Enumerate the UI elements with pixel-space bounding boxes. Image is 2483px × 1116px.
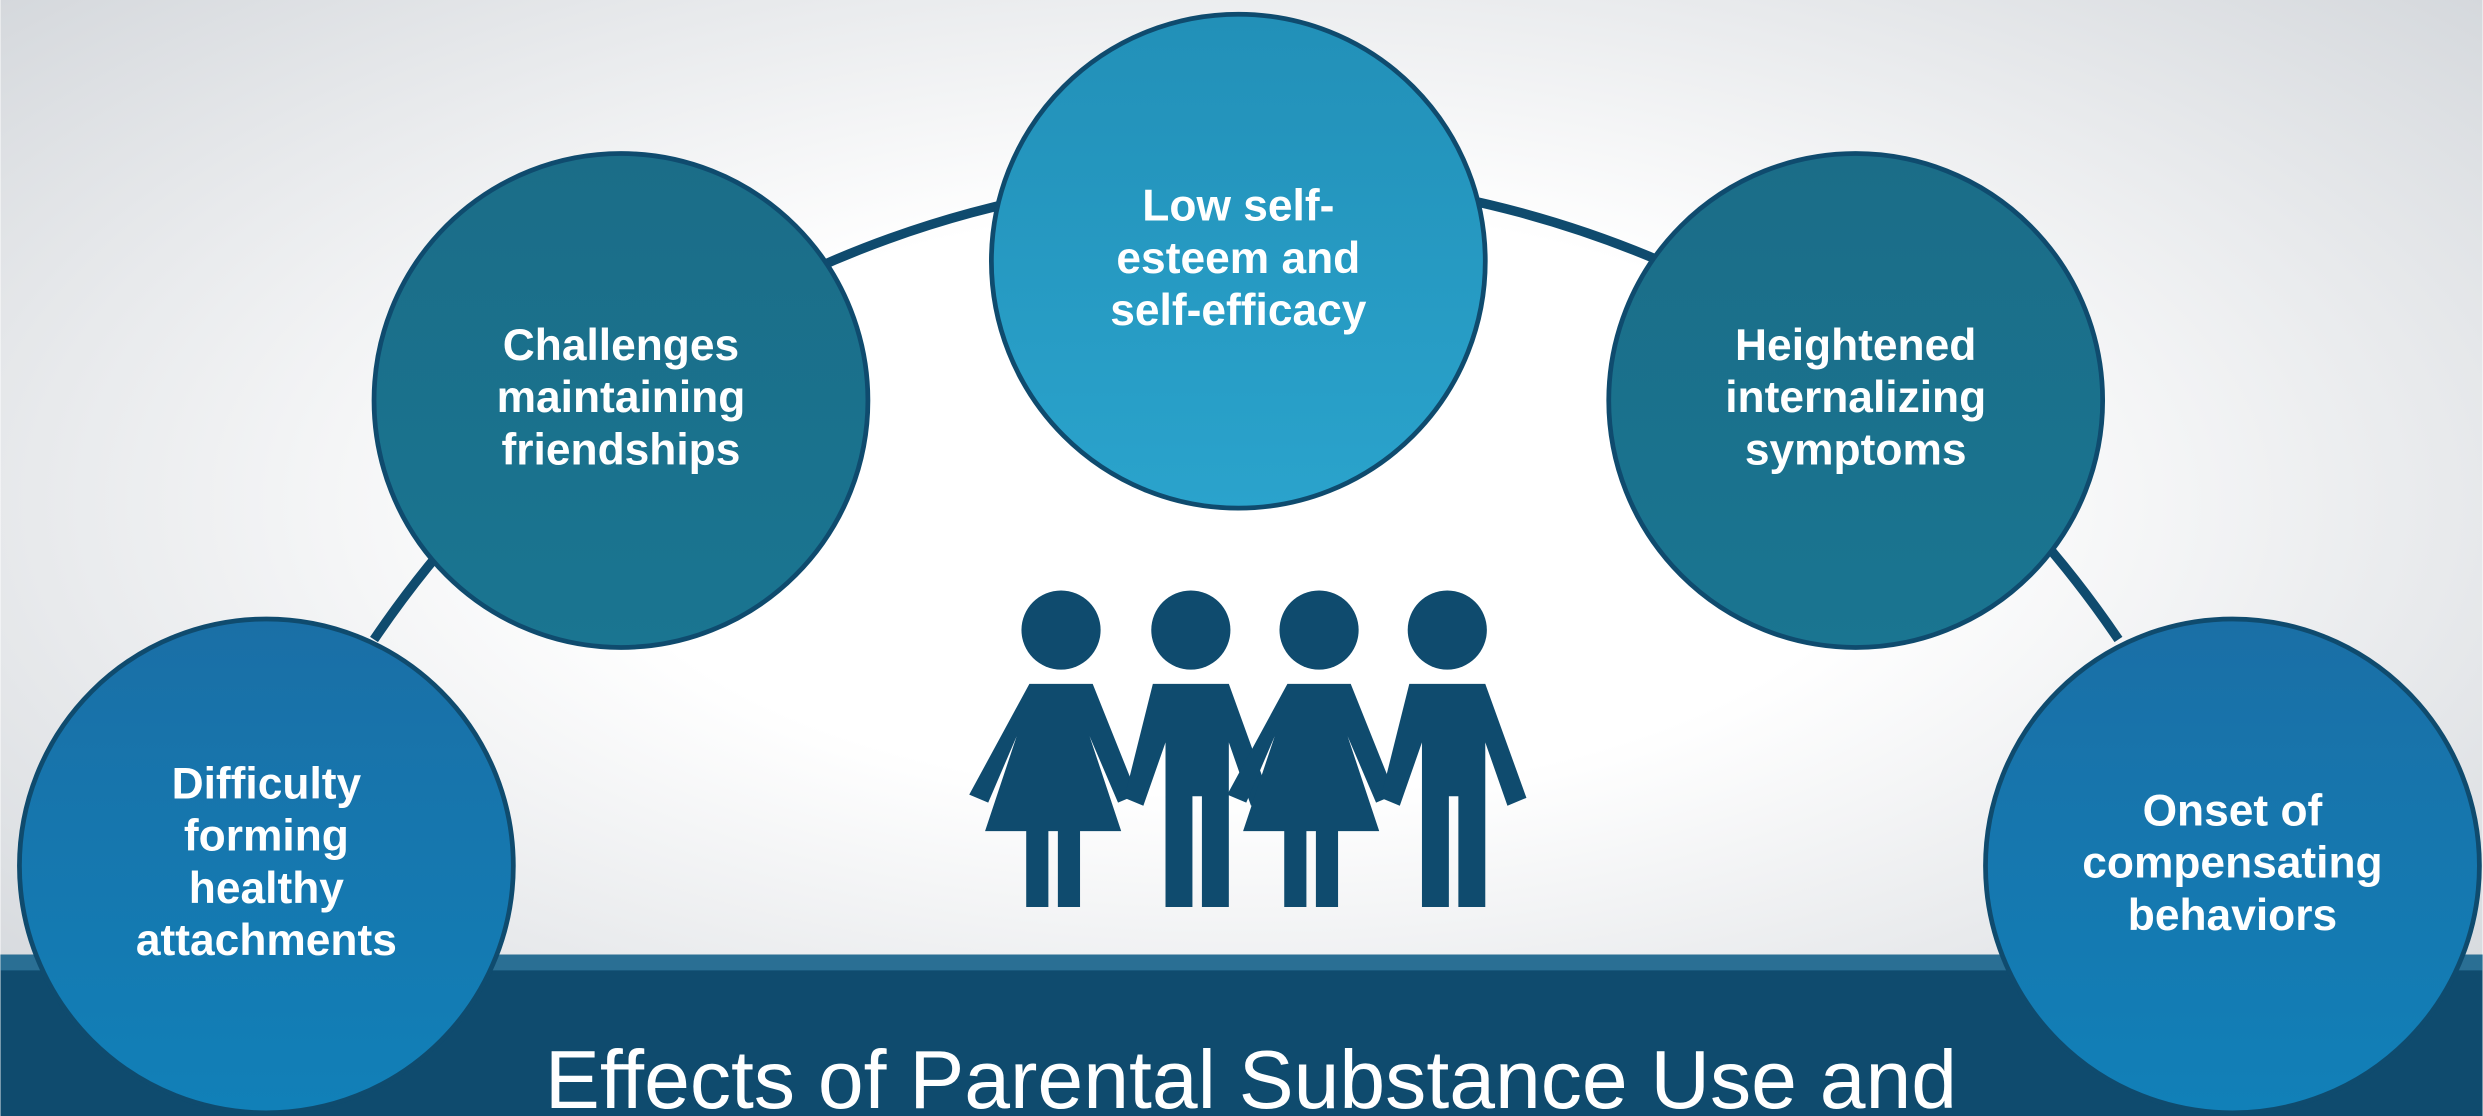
node-label: symptoms — [1745, 425, 1967, 474]
person — [1227, 590, 1396, 908]
node-label: behaviors — [2128, 891, 2337, 940]
node-label: self-efficacy — [1110, 286, 1367, 335]
node-label: esteem and — [1116, 234, 1360, 283]
node-label: compensating — [2082, 839, 2382, 888]
node-circle — [17, 616, 516, 1116]
node-circle — [1606, 151, 2106, 650]
person — [1380, 590, 1527, 908]
node-label: healthy — [189, 864, 344, 913]
node-label: attachments — [136, 916, 397, 965]
title-band-stripe — [0, 954, 2483, 971]
node-circle — [1983, 616, 2482, 1116]
node-label: Challenges — [503, 321, 739, 370]
node-label: Low self- — [1142, 182, 1334, 231]
node-label: Difficulty — [172, 759, 362, 808]
node-label: Onset of — [2143, 786, 2323, 835]
node-label: friendships — [502, 425, 741, 474]
node-label: forming — [184, 812, 349, 861]
title: Effects of Parental Substance Use and — [545, 1034, 1957, 1116]
node-label: internalizing — [1725, 373, 1986, 422]
person — [969, 590, 1138, 908]
node-circle — [989, 11, 1488, 511]
person — [1124, 590, 1270, 908]
node-label: Heightened — [1735, 321, 1976, 370]
people-icon — [969, 590, 1527, 908]
node-circle — [371, 151, 871, 650]
node-label: maintaining — [497, 373, 746, 422]
